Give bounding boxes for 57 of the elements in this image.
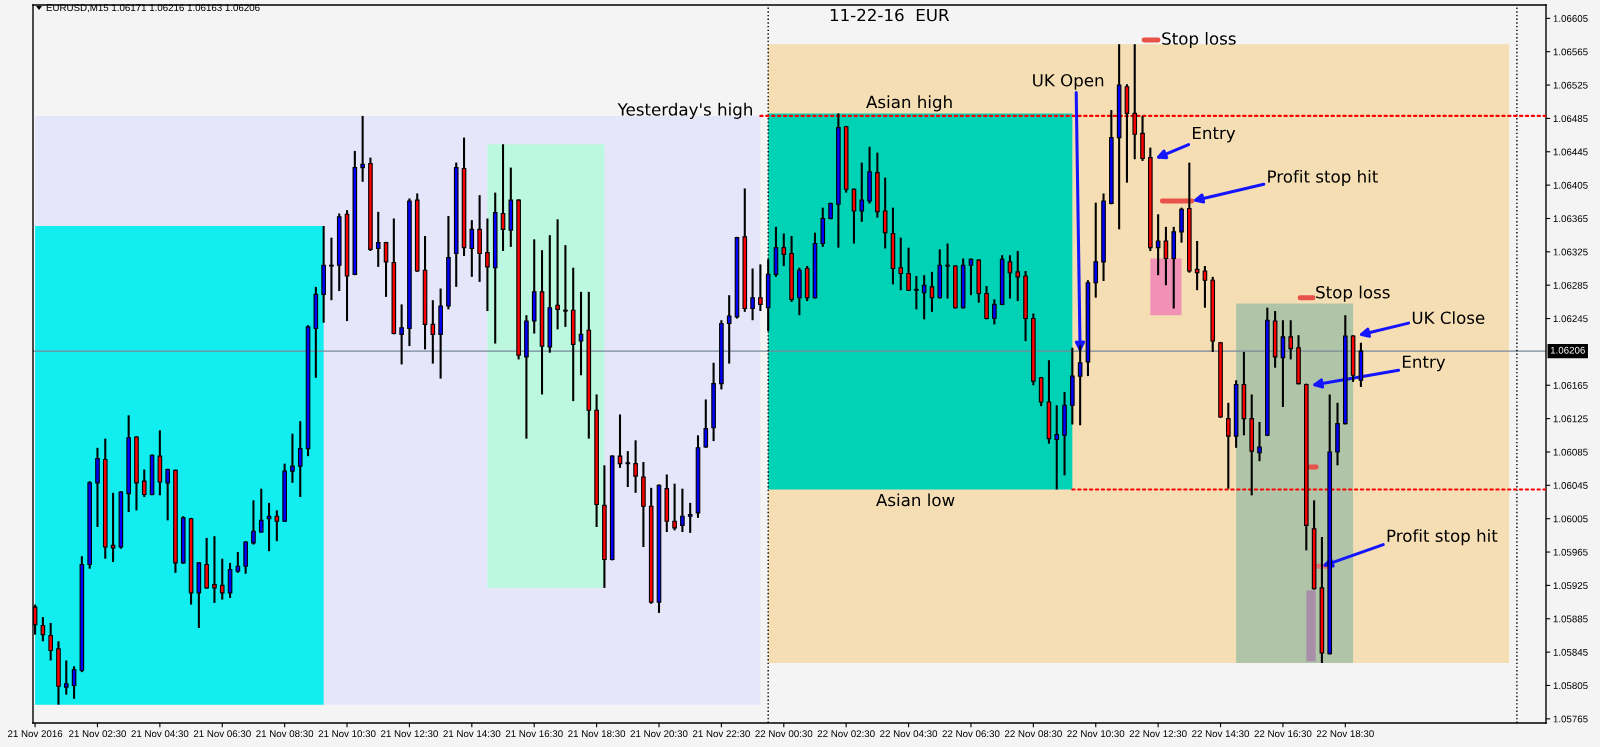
annotation: Profit stop hit <box>1387 529 1498 546</box>
x-tick-label: 21 Nov 06:30 <box>193 730 251 738</box>
y-tick-label: 1.06405 <box>1553 181 1588 189</box>
x-tick-label: 21 Nov 02:30 <box>69 730 127 738</box>
x-tick-label: 22 Nov 10:30 <box>1067 730 1125 738</box>
x-tick-label: 22 Nov 06:30 <box>942 730 1000 738</box>
annotation: Profit stop hit <box>1268 169 1378 187</box>
x-tick-label: 22 Nov 00:30 <box>755 730 813 738</box>
annotation: Yesterday's high <box>617 102 752 119</box>
x-tick-label: 22 Nov 08:30 <box>1004 730 1062 738</box>
y-tick-label: 1.06245 <box>1553 315 1588 323</box>
x-tick-label: 22 Nov 04:30 <box>880 730 938 738</box>
x-tick-label: 21 Nov 04:30 <box>131 730 189 738</box>
y-tick-label: 1.06325 <box>1553 248 1588 256</box>
y-tick-label: 1.05845 <box>1553 648 1588 656</box>
annotation: Stop loss <box>1162 31 1236 49</box>
x-tick-label: 21 Nov 14:30 <box>443 730 501 738</box>
y-tick-label: 1.05965 <box>1553 548 1588 556</box>
x-tick-label: 21 Nov 10:30 <box>318 730 376 738</box>
y-tick-label: 1.05765 <box>1553 715 1588 723</box>
annotation: UK Open <box>1033 73 1104 90</box>
x-tick-label: 21 Nov 12:30 <box>381 730 438 738</box>
x-tick-label: 21 Nov 22:30 <box>692 730 750 738</box>
y-tick-label: 1.06085 <box>1553 448 1588 456</box>
y-tick-label: 1.06445 <box>1553 148 1588 156</box>
x-tick-label: 21 Nov 16:30 <box>505 730 563 738</box>
annotation: Asian high <box>866 95 952 112</box>
x-tick-label: 22 Nov 14:30 <box>1192 730 1250 738</box>
annotation: Stop loss <box>1316 285 1390 302</box>
x-tick-label: 21 Nov 18:30 <box>568 730 626 738</box>
y-tick-label: 1.06165 <box>1553 382 1588 389</box>
ref-line-label: 1.06206 <box>1550 346 1585 354</box>
y-tick-label: 1.06045 <box>1553 482 1588 489</box>
y-tick-label: 1.06605 <box>1553 15 1588 22</box>
y-tick-label: 1.06125 <box>1553 415 1588 423</box>
y-tick-label: 1.06485 <box>1553 115 1588 123</box>
annotation: Entry <box>1402 355 1446 372</box>
y-tick-label: 1.05925 <box>1553 582 1588 590</box>
y-tick-label: 1.06285 <box>1553 281 1588 289</box>
y-tick-label: 1.06005 <box>1553 515 1588 523</box>
chart-title: 11-22-16 EUR <box>830 8 950 22</box>
annotation: Asian low <box>876 493 955 507</box>
x-tick-label: 22 Nov 12:30 <box>1129 730 1187 738</box>
annotation: UK Close <box>1412 311 1485 325</box>
annotation: Entry <box>1193 126 1236 143</box>
x-tick-label: 21 Nov 2016 <box>8 730 63 738</box>
y-tick-label: 1.06525 <box>1553 81 1588 89</box>
y-tick-label: 1.06365 <box>1553 215 1588 223</box>
x-tick-label: 22 Nov 16:30 <box>1254 730 1312 738</box>
x-tick-label: 21 Nov 08:30 <box>256 730 314 738</box>
y-tick-label: 1.06565 <box>1553 48 1588 56</box>
x-tick-label: 22 Nov 18:30 <box>1316 730 1374 738</box>
y-tick-label: 1.05805 <box>1553 682 1588 690</box>
x-tick-label: 22 Nov 02:30 <box>817 730 875 738</box>
y-tick-label: 1.05885 <box>1553 615 1588 623</box>
x-tick-label: 21 Nov 20:30 <box>630 730 688 738</box>
chart-subtitle: EURUSD,M15 1.06171 1.06216 1.06163 1.06206 <box>46 4 260 13</box>
